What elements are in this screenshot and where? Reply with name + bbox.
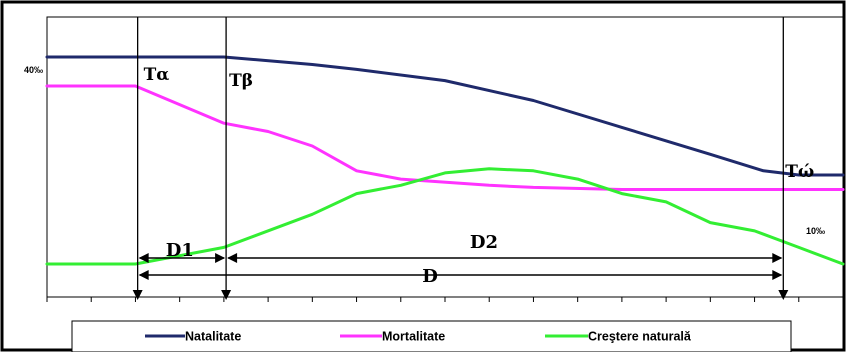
legend-label-mortalitate: Mortalitate — [382, 330, 445, 344]
level-label-end: 10‰ — [806, 226, 825, 236]
phase-label-t-omega: Tώ — [785, 162, 814, 182]
legend-label-natalitate: Natalitate — [185, 330, 241, 344]
interval-arrow-left-d2 — [227, 253, 238, 263]
phase-arrow-t-omega — [778, 290, 789, 300]
series-line-1 — [45, 84, 845, 191]
legend: Natalitate Mortalitate Creştere naturală — [71, 320, 792, 352]
phase-label-t-alpha: Tα — [144, 65, 170, 85]
interval-arrow-right-d1 — [215, 253, 226, 263]
series-line-2 — [45, 167, 845, 266]
phase-arrow-t-beta — [221, 290, 232, 300]
x-axis-ticks — [46, 297, 844, 302]
series-layer — [45, 55, 845, 266]
legend-box — [71, 320, 792, 352]
phase-markers — [132, 17, 789, 300]
interval-arrow-left-d — [138, 270, 149, 280]
interval-label-d2: D2 — [470, 232, 498, 253]
phase-label-t-beta: Tβ — [229, 71, 253, 91]
series-line-0 — [45, 55, 845, 177]
interval-label-d1: D1 — [166, 240, 194, 261]
legend-label-crestere-naturala: Creştere naturală — [588, 330, 692, 344]
phase-arrow-t-alpha — [132, 290, 143, 300]
interval-arrows — [138, 253, 783, 280]
interval-arrow-right-d2 — [772, 253, 783, 263]
level-label-start: 40‰ — [24, 65, 43, 75]
interval-label-d: D — [422, 266, 438, 287]
interval-arrow-left-d1 — [138, 253, 149, 263]
interval-arrow-right-d — [772, 270, 783, 280]
